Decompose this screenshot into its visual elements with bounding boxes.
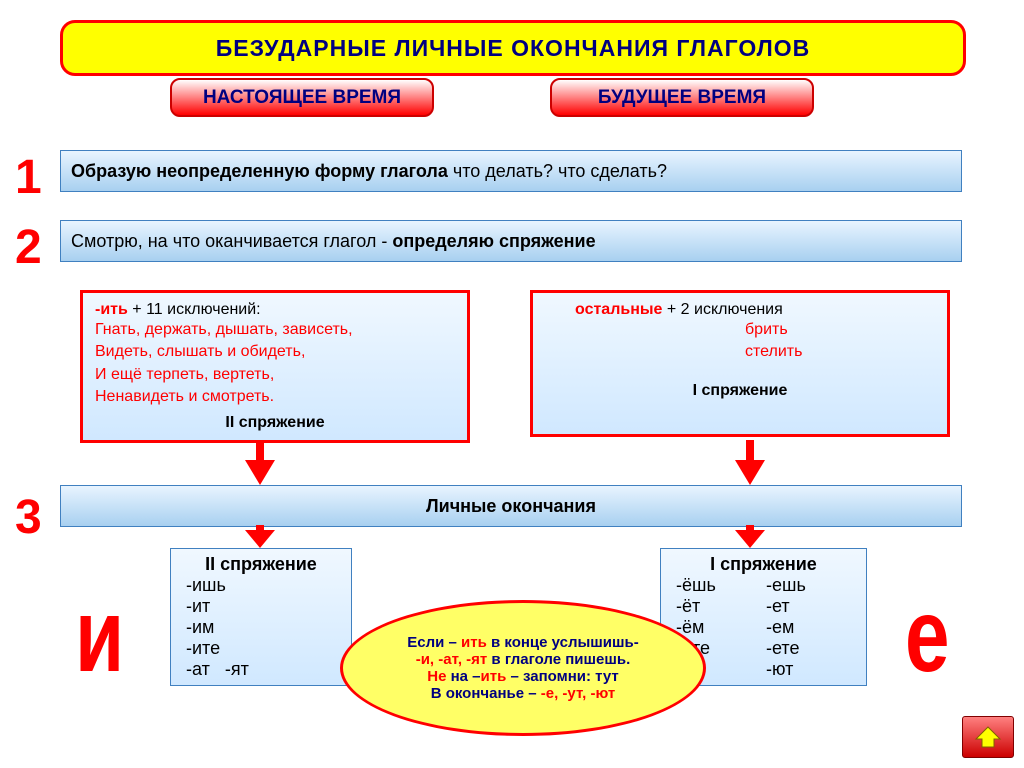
endings2-row: -ишь	[186, 575, 336, 596]
conj2-exc: + 11 исключений:	[128, 301, 261, 318]
step1-bar: Образую неопределенную форму глагола что…	[60, 150, 962, 192]
endings1-c1: -ёт	[676, 596, 766, 617]
step-num-3: 3	[15, 490, 42, 545]
tense-present: НАСТОЯЩЕЕ ВРЕМЯ	[170, 78, 434, 117]
main-title: БЕЗУДАРНЫЕ ЛИЧНЫЕ ОКОНЧАНИЯ ГЛАГОЛОВ	[60, 20, 966, 76]
mnemonic-ellipse: Если – ить в конце услышишь- -и, -ат, -я…	[340, 600, 706, 736]
arrow-right-head	[735, 460, 765, 485]
conj1-box: остальные + 2 исключения брить стелить I…	[530, 290, 950, 437]
endings1-c2: -ют	[766, 659, 793, 680]
conj2-exceptions: Гнать, держать, дышать, зависеть, Видеть…	[95, 319, 455, 409]
endings2-box: II спряжение -ишь -ит -им -ите -ат -ят	[170, 548, 352, 686]
step-num-2: 2	[15, 220, 42, 275]
el-l4b: -е, -ут, -ют	[541, 685, 616, 702]
step-num-1: 1	[15, 150, 42, 205]
endings1-c1: -ём	[676, 617, 766, 638]
conj2-box: -ить + 11 исключений: Гнать, держать, ды…	[80, 290, 470, 443]
conj2-suffix: -ить	[95, 301, 128, 318]
arrow-left-head	[245, 460, 275, 485]
step2-bar: Смотрю, на что оканчивается глагол - опр…	[60, 220, 962, 262]
nav-up-button[interactable]	[962, 716, 1014, 758]
endings1-c1: -ёшь	[676, 575, 766, 596]
endings2-row: -ат	[186, 659, 210, 680]
arrow-up-icon	[974, 725, 1002, 749]
endings1-c2: -ете	[766, 638, 799, 659]
endings2-row: -ит	[186, 596, 336, 617]
endings1-c2: -ешь	[766, 575, 806, 596]
step2-bold: определяю спряжение	[392, 231, 595, 251]
endings2-title: II спряжение	[186, 554, 336, 575]
el-l3d: – запомни: тут	[506, 668, 618, 685]
arrow-end-left-head	[245, 530, 275, 548]
tense-future: БУДУЩЕЕ ВРЕМЯ	[550, 78, 814, 117]
endings2-row: -ят	[210, 659, 249, 680]
conj1-exceptions: брить стелить	[745, 319, 935, 364]
endings1-c2: -ет	[766, 596, 790, 617]
big-letter-e: е	[905, 576, 950, 696]
big-letter-i: и	[75, 576, 124, 696]
endings2-row: -ите	[186, 638, 336, 659]
el-l4a: В окончанье –	[431, 685, 541, 702]
endings1-title: I спряжение	[676, 554, 851, 575]
el-l3b: на –	[446, 668, 480, 685]
conj1-exc: + 2 исключения	[662, 301, 782, 318]
el-l1c: в конце услышишь-	[487, 634, 639, 651]
endings2-row: -им	[186, 617, 336, 638]
el-l2: -и, -ат, -ят	[416, 651, 488, 668]
el-l1a: Если –	[407, 634, 461, 651]
endings1-c2: -ем	[766, 617, 794, 638]
conj1-suffix: остальные	[575, 301, 662, 318]
conj2-title: II спряжение	[95, 414, 455, 432]
el-l3a: Не	[427, 668, 446, 685]
conj1-title: I спряжение	[545, 382, 935, 400]
step1-bold: Образую неопределенную форму глагола	[71, 161, 448, 181]
step2-plain: Смотрю, на что оканчивается глагол -	[71, 231, 392, 251]
step3-bar: Личные окончания	[60, 485, 962, 527]
el-l3c: ить	[481, 668, 507, 685]
arrow-end-right-head	[735, 530, 765, 548]
el-l2b: в глаголе пишешь.	[487, 651, 630, 668]
step1-rest: что делать? что сделать?	[448, 161, 667, 181]
el-l1b: ить	[461, 634, 487, 651]
